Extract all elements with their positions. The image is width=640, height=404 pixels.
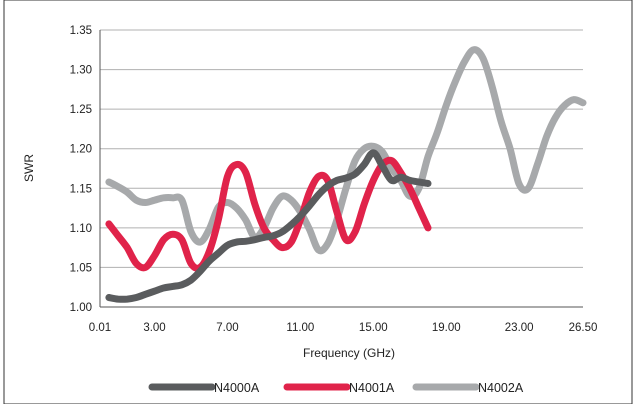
x-tick-label: 19.00 [432, 322, 461, 334]
y-tick-label: 1.35 [70, 25, 92, 37]
series-line-n4000a [105, 149, 432, 303]
gridlines [100, 29, 583, 268]
x-tick-label: 0.01 [89, 322, 111, 334]
y-tick-label: 1.05 [70, 262, 92, 274]
legend: N4000A N4001A N4002A [148, 381, 524, 395]
x-tick-label: 7.00 [216, 322, 238, 334]
x-tick-label: 26.50 [569, 322, 598, 334]
x-axis-title: Frequency (GHz) [303, 346, 395, 360]
y-axis-tick-labels: 1.00 1.05 1.10 1.15 1.20 1.25 1.30 1.35 [70, 25, 92, 314]
chart-frame [3, 0, 633, 404]
y-tick-label: 1.15 [70, 183, 92, 195]
x-axis-tick-labels: 0.01 3.00 7.00 11.00 15.00 19.00 23.00 26.50 [89, 322, 598, 334]
x-tick-label: 23.00 [505, 322, 534, 334]
y-tick-label: 1.00 [70, 302, 92, 314]
series-line-n4002a [105, 46, 587, 255]
y-tick-label: 1.20 [70, 144, 92, 156]
data-series [105, 46, 587, 303]
x-tick-label: 11.00 [286, 322, 314, 334]
legend-label-n4001a: N4001A [349, 381, 395, 395]
y-tick-label: 1.30 [70, 65, 92, 77]
y-tick-label: 1.10 [70, 223, 92, 235]
x-tick-label: 15.00 [359, 322, 388, 334]
x-tick-label: 3.00 [143, 322, 165, 334]
legend-label-n4002a: N4002A [478, 381, 524, 395]
y-tick-label: 1.25 [70, 104, 92, 116]
y-axis-title: SWR [22, 154, 36, 182]
axes [99, 30, 583, 308]
legend-label-n4000a: N4000A [214, 381, 260, 395]
